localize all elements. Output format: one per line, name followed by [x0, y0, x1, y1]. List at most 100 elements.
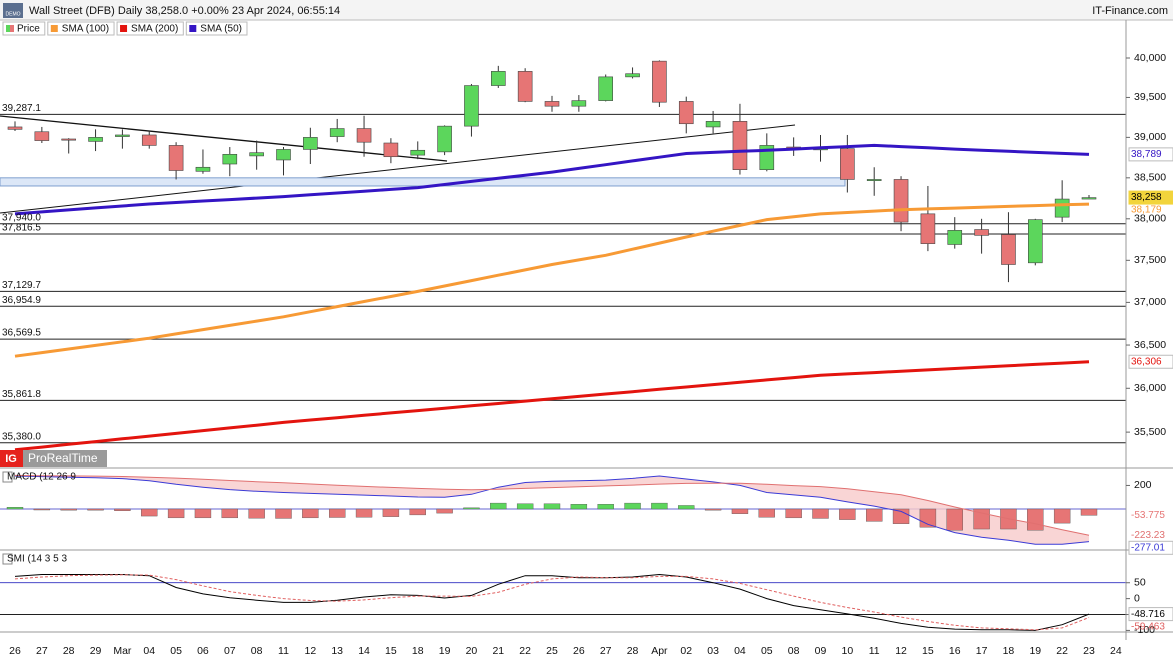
candle-body	[705, 121, 721, 128]
sma-line	[14, 143, 1090, 216]
header-bar	[0, 0, 1173, 20]
legend-box	[47, 21, 115, 36]
candle-body	[517, 71, 533, 102]
histogram-bar	[355, 508, 373, 518]
histogram-bar	[892, 508, 910, 524]
legend-box	[185, 21, 248, 36]
legend-label: SMA (50)	[200, 24, 242, 35]
histogram-bar	[731, 508, 749, 514]
x-tick-label: 12	[305, 645, 317, 657]
x-tick-label: 12	[895, 645, 907, 657]
candle-body	[490, 71, 506, 86]
candle-body	[1081, 197, 1097, 200]
level-label: 36,954.9	[2, 295, 41, 306]
frame	[0, 19, 1173, 640]
histogram-bar	[141, 508, 158, 517]
sma-line	[14, 202, 1090, 358]
last-value-label: -59.463	[1131, 621, 1165, 632]
histogram-bar	[812, 508, 829, 519]
x-tick-label: 05	[170, 645, 182, 657]
candle-body	[168, 145, 184, 171]
x-tick-label: 19	[1029, 645, 1041, 657]
candle-body	[222, 153, 238, 165]
x-tick-label: Mar	[113, 645, 132, 657]
logo-text-box	[23, 450, 107, 467]
labels-layer: 39,287.1 37,940.037,816.5 37,129.7 36,954.9…	[2, 21, 1173, 657]
candle-body	[276, 149, 291, 161]
x-tick-label: 15	[385, 645, 397, 657]
candle-body	[840, 148, 855, 180]
candle-body	[866, 179, 882, 181]
candle-body	[544, 101, 560, 107]
x-tick-label: 06	[197, 645, 209, 657]
candle-body	[410, 149, 426, 156]
histogram-bar	[33, 508, 51, 511]
x-tick-label: 28	[63, 645, 75, 657]
x-tick-label: 22	[519, 645, 531, 657]
y-tick-label: 38,500	[1134, 172, 1166, 184]
histogram-bar	[839, 508, 856, 520]
y-tick-label: 35,500	[1134, 426, 1166, 438]
histogram-bar	[221, 508, 239, 519]
histogram-bar	[436, 508, 453, 514]
x-tick-label: 11	[278, 645, 289, 657]
histogram-bar	[1080, 508, 1098, 516]
chart-title: Wall Street (DFB) Daily 38,258.0 +0.00% …	[29, 5, 340, 17]
panel-title-icon	[2, 471, 13, 483]
last-value-label: -53.775	[1131, 510, 1165, 521]
x-tick-label: 28	[627, 645, 639, 657]
candle-body	[195, 166, 211, 172]
histogram-bar	[678, 505, 695, 510]
sma-line	[14, 360, 1090, 452]
legend-label: SMA (200)	[131, 24, 178, 35]
panel-title: SMI (14 3 5 3	[7, 554, 67, 565]
last-value-label: 38,789	[1131, 149, 1162, 160]
legend-item: Price	[2, 21, 46, 36]
y-tick-label: 39,000	[1134, 131, 1166, 143]
legend-box	[116, 21, 184, 36]
source: IT-Finance.com	[1092, 5, 1168, 17]
y-tick-label: 38,000	[1134, 213, 1166, 225]
logo-text: ProRealTime	[28, 451, 98, 465]
last-value-label: -277.01	[1131, 542, 1165, 553]
histogram-bar	[543, 503, 561, 510]
x-tick-label: 16	[949, 645, 961, 657]
histogram-bar	[866, 508, 883, 522]
candle-body	[249, 152, 264, 157]
last-value-box	[1128, 607, 1173, 622]
x-tick-label: 03	[707, 645, 719, 657]
last-value-label: 38,179	[1131, 205, 1162, 216]
macd-line	[14, 474, 1090, 536]
candle-body	[893, 179, 909, 223]
histogram-bar	[409, 508, 426, 516]
x-tick-label: 23	[1083, 645, 1095, 657]
histogram-bar	[1027, 508, 1044, 531]
candle-body	[329, 128, 345, 137]
y-tick-label: 36,000	[1134, 382, 1166, 394]
histogram-bar	[248, 508, 265, 519]
background-layer	[0, 113, 1126, 615]
x-tick-label: 26	[573, 645, 585, 657]
x-tick-label: 14	[358, 645, 370, 657]
last-value-label: 36,306	[1131, 356, 1162, 367]
legend-item: SMA (50)	[185, 21, 248, 36]
y-tick-label: -100	[1134, 624, 1155, 636]
candle-body	[947, 230, 963, 245]
x-tick-label: 21	[492, 645, 504, 657]
histogram-bar	[114, 508, 131, 511]
x-tick-label: 15	[922, 645, 934, 657]
candle-body	[464, 85, 479, 127]
macd-line	[14, 475, 1090, 545]
logo-mark-box	[0, 450, 23, 467]
x-tick-label: 24	[1110, 645, 1122, 657]
candle-body	[1001, 234, 1016, 265]
histogram-bar	[490, 502, 507, 510]
legend-label: SMA (100)	[62, 24, 109, 35]
last-value-label: 38,258	[1131, 192, 1162, 203]
x-tick-label: 18	[412, 645, 424, 657]
y-tick-label: 200	[1134, 479, 1152, 491]
candle-body	[7, 126, 23, 130]
histogram-bar	[946, 508, 963, 531]
